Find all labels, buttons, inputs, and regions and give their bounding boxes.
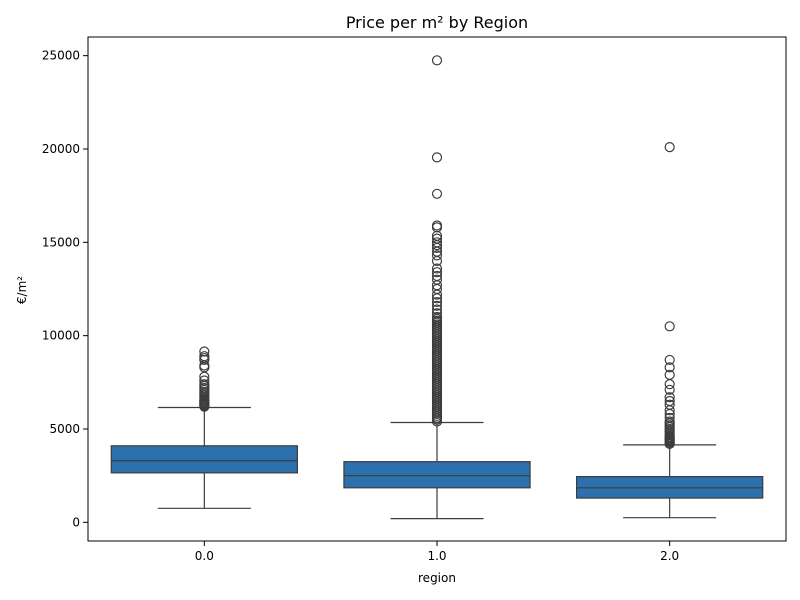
y-tick-label: 15000 (42, 235, 80, 249)
y-tick-label: 10000 (42, 329, 80, 343)
x-tick-label: 0.0 (195, 549, 214, 563)
box-group-0.0 (110, 346, 299, 509)
outlier-point (431, 233, 443, 244)
outlier-point (664, 142, 675, 153)
y-tick-label: 20000 (42, 142, 80, 156)
outlier-point (664, 399, 675, 410)
outlier-point (199, 379, 210, 390)
outlier-point (431, 274, 443, 285)
outlier-point (199, 375, 210, 386)
outlier-point (431, 296, 443, 308)
chart-title: Price per m² by Region (346, 13, 528, 32)
outlier-point (431, 55, 443, 66)
outlier-point (431, 300, 443, 311)
outlier-point (664, 369, 675, 380)
y-axis-label: €/m² (15, 276, 29, 304)
outlier-point (664, 412, 675, 423)
outlier-point (431, 188, 443, 199)
iqr-box (110, 445, 299, 474)
outlier-point (199, 351, 210, 362)
outlier-point (664, 392, 675, 403)
outlier-point (431, 267, 443, 278)
outlier-point (431, 308, 443, 319)
outlier-point (431, 220, 443, 231)
outlier-point (431, 270, 443, 282)
outlier-point (431, 304, 443, 315)
outlier-point (664, 321, 675, 332)
outlier-point (664, 416, 675, 427)
outlier-point (199, 346, 210, 357)
outlier-point (431, 152, 443, 163)
outlier-point (431, 250, 443, 261)
outlier-point (664, 384, 675, 395)
iqr-box (343, 461, 531, 489)
x-axis-label: region (418, 571, 456, 585)
outlier-point (664, 362, 675, 373)
box-group-1.0 (343, 55, 531, 520)
outlier-point (664, 379, 675, 390)
outlier-point (664, 354, 675, 366)
outlier-point (431, 237, 443, 248)
box-group-2.0 (575, 142, 764, 519)
y-tick-label: 25000 (42, 49, 80, 63)
outlier-point (431, 263, 443, 274)
plot-area (110, 55, 764, 520)
outlier-point (431, 311, 443, 323)
y-tick-label: 5000 (49, 422, 80, 436)
y-tick-label: 0 (72, 515, 80, 529)
outlier-point (664, 395, 675, 407)
x-tick-label: 2.0 (660, 549, 679, 563)
x-tick-label: 1.0 (427, 549, 446, 563)
